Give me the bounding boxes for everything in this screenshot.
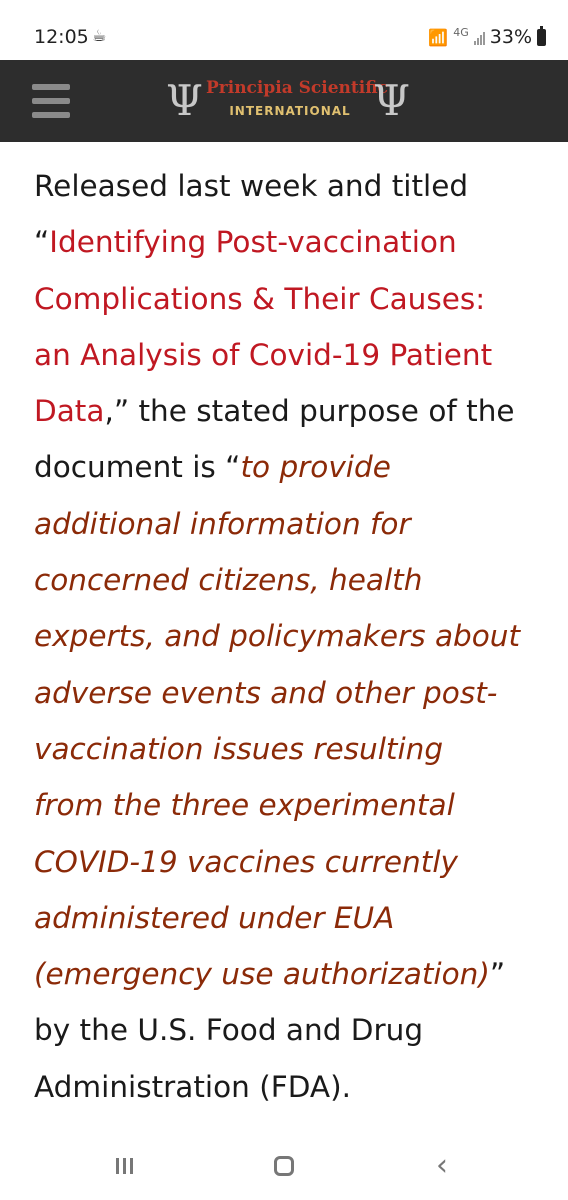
article-line: an Analysis of Covid-19 Patient	[34, 327, 554, 383]
body-text: Administration (FDA).	[34, 1069, 351, 1104]
body-text: ”	[489, 957, 506, 992]
article-line: (emergency use authorization)”	[34, 946, 554, 1002]
quoted-text: concerned citizens, health	[34, 563, 423, 598]
battery-icon	[537, 25, 546, 46]
back-icon[interactable]: ‹	[436, 1148, 448, 1183]
article-line: vaccination issues resulting	[34, 721, 554, 777]
article-line: adverse events and other post-	[34, 665, 554, 721]
hamburger-menu-icon[interactable]	[32, 84, 70, 118]
quoted-text: to provide	[240, 450, 391, 485]
quoted-text: experts, and policymakers about	[34, 619, 521, 654]
article-line: additional information for	[34, 496, 554, 552]
article-line: Complications & Their Causes:	[34, 271, 554, 327]
article-body: Released last week and titled “Identifyin…	[34, 158, 554, 1115]
wifi-icon: 📶	[428, 27, 449, 47]
quoted-text: vaccination issues resulting	[34, 731, 444, 766]
article-line: COVID-19 vaccines currently	[34, 834, 554, 890]
quoted-text: COVID-19 vaccines currently	[34, 844, 458, 879]
body-text: “	[34, 225, 50, 260]
psi-icon: Ψ	[373, 76, 410, 125]
quoted-text: (emergency use authorization)	[34, 957, 490, 992]
article-line: “Identifying Post-vaccination	[34, 214, 554, 270]
document-title-link[interactable]: an Analysis of Covid-19 Patient	[34, 337, 493, 372]
body-text: Released last week and titled	[34, 169, 469, 203]
status-time: 12:05	[34, 26, 89, 48]
network-type: 4G	[453, 25, 469, 39]
article-line: administered under EUA	[34, 890, 554, 946]
quoted-text: from the three experimental	[34, 788, 455, 823]
article-line: concerned citizens, health	[34, 552, 554, 608]
recents-icon[interactable]	[116, 1158, 133, 1174]
document-title-link[interactable]: Data	[34, 394, 105, 429]
logo-subtitle: INTERNATIONAL	[229, 104, 351, 118]
status-indicators: 📶 4G 33%	[428, 25, 546, 48]
site-header: Ψ Principia Scientific INTERNATIONAL Ψ	[0, 60, 568, 142]
article-line: Administration (FDA).	[34, 1059, 554, 1115]
document-title-link[interactable]: Complications & Their Causes:	[34, 281, 486, 316]
article-line: experts, and policymakers about	[34, 608, 554, 664]
logo-title: Principia Scientific	[206, 78, 388, 98]
body-text: by the U.S. Food and Drug	[34, 1013, 424, 1048]
home-icon[interactable]	[274, 1156, 294, 1176]
article-line: Released last week and titled	[34, 158, 554, 214]
article-line: Data,” the stated purpose of the	[34, 383, 554, 439]
document-title-link[interactable]: Identifying Post-vaccination	[49, 225, 457, 260]
body-text: document is “	[34, 450, 241, 485]
psi-icon: Ψ	[166, 76, 203, 125]
quoted-text: administered under EUA	[34, 900, 395, 935]
article-line: from the three experimental	[34, 777, 554, 833]
signal-icon	[473, 29, 485, 45]
body-text: ,” the stated purpose of the	[104, 394, 515, 429]
quoted-text: adverse events and other post-	[34, 675, 498, 710]
quoted-text: additional information for	[34, 506, 411, 541]
site-logo[interactable]: Ψ Principia Scientific INTERNATIONAL Ψ	[166, 76, 410, 130]
status-bar: 12:05 ☕ 📶 4G 33%	[0, 0, 568, 60]
android-nav-bar: ‹	[0, 1130, 568, 1200]
battery-percent: 33%	[489, 26, 532, 48]
article-line: by the U.S. Food and Drug	[34, 1002, 554, 1058]
notification-cup-icon: ☕	[92, 26, 107, 45]
article-line: document is “to provide	[34, 439, 554, 495]
